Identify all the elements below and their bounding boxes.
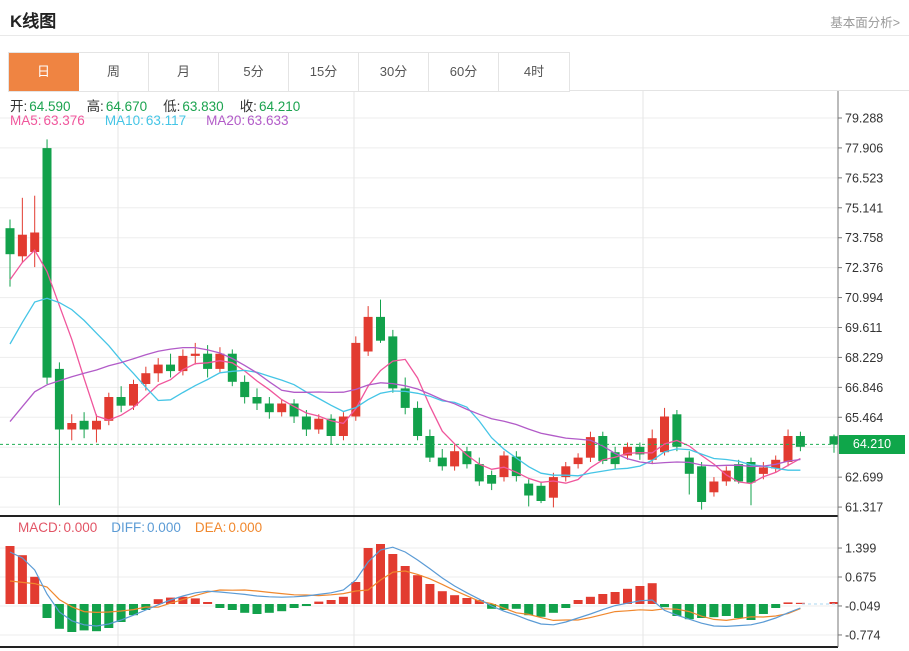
tab-月[interactable]: 月 [149, 53, 219, 91]
current-price-tag: 64.210 [839, 435, 905, 454]
svg-text:-0.049: -0.049 [845, 600, 880, 614]
ma-readout: MA5: 63.376 MA10: 63.117 MA20: 63.633 [10, 113, 288, 128]
period-tabbar: 日周月 5分 15分 30分 60分 4时 [8, 52, 570, 92]
quote-bar-item: 低: 63.830 [163, 99, 224, 114]
macd-bar-item: DIFF: 0.000 [111, 520, 181, 535]
macd-bar-item: MACD: 0.000 [18, 520, 98, 535]
svg-text:79.288: 79.288 [845, 112, 883, 126]
quote-bar-item: 收: 64.210 [239, 99, 301, 114]
ma20-line [9, 346, 801, 468]
svg-text:66.846: 66.846 [845, 381, 883, 395]
svg-text:-0.774: -0.774 [845, 629, 880, 643]
diff-line [9, 546, 801, 628]
tab-60分[interactable]: 60分 [429, 53, 499, 91]
svg-text:70.994: 70.994 [845, 291, 883, 305]
macd-histogram [5, 544, 838, 632]
ma-bar-item: MA20: 63.633 [206, 113, 289, 128]
ma5-line [9, 249, 801, 485]
svg-text:65.464: 65.464 [845, 411, 883, 425]
title-separator [0, 35, 909, 36]
gridlines [0, 91, 838, 647]
svg-text:69.611: 69.611 [845, 321, 882, 335]
svg-text:61.317: 61.317 [845, 501, 883, 515]
ma-bar-item: MA10: 63.117 [104, 113, 187, 128]
svg-text:72.376: 72.376 [845, 261, 883, 275]
tab-15分[interactable]: 15分 [289, 53, 359, 91]
page-title: K线图 [10, 12, 57, 31]
svg-text:76.523: 76.523 [845, 171, 883, 185]
quote-bar-item: 高: 64.670 [86, 99, 148, 114]
ma-bar-item: MA5: 63.376 [10, 113, 85, 128]
svg-text:75.141: 75.141 [845, 201, 883, 215]
svg-text:62.699: 62.699 [845, 471, 883, 485]
svg-text:1.399: 1.399 [845, 542, 876, 556]
svg-text:0.675: 0.675 [845, 571, 876, 585]
tab-4时[interactable]: 4时 [523, 64, 545, 79]
dea-line [9, 570, 801, 622]
candlestick-series [5, 139, 838, 510]
macd-readout: MACD: 0.000 DIFF: 0.000 DEA: 0.000 [18, 520, 262, 535]
svg-text:77.906: 77.906 [845, 141, 883, 155]
tab-日[interactable]: 日 [9, 53, 79, 91]
plot-layer [5, 139, 838, 632]
svg-text:73.758: 73.758 [845, 231, 883, 245]
svg-text:68.229: 68.229 [845, 351, 883, 365]
ohlc-readout: 开: 64.590 高: 64.670 低: 63.830 收: 64.210 [10, 95, 300, 115]
ma10-line [9, 297, 801, 477]
quote-bar-item: 开: 64.590 [10, 99, 71, 114]
tab-5分[interactable]: 5分 [219, 53, 289, 91]
y-axis-labels: 79.288 77.906 76.523 75.141 73.758 72.376 70.9… [838, 112, 883, 643]
tab-30分[interactable]: 30分 [359, 53, 429, 91]
fundamental-analysis-link[interactable]: 基本面分析> [830, 16, 900, 30]
macd-bar-item: DEA: 0.000 [194, 520, 263, 535]
tab-周[interactable]: 周 [79, 53, 149, 91]
